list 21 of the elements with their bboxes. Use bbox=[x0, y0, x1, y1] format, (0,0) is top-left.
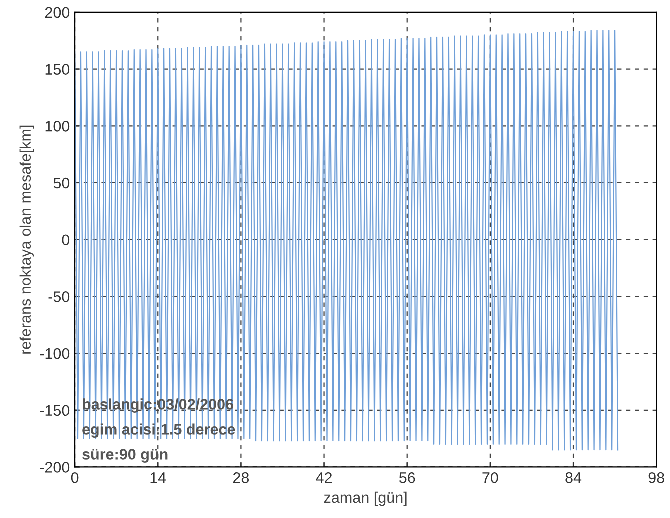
annotation: süre:90 gün bbox=[82, 449, 168, 463]
x-tick-label: 70 bbox=[482, 472, 498, 484]
x-axis-title: zaman [gün] bbox=[324, 492, 407, 506]
line-series bbox=[75, 30, 619, 451]
x-tick-label: 0 bbox=[71, 472, 79, 484]
y-tick-label: -100 bbox=[40, 348, 70, 360]
y-tick-label: 100 bbox=[46, 121, 70, 132]
y-tick-label: -50 bbox=[48, 292, 70, 302]
y-tick-label: 150 bbox=[46, 64, 70, 75]
x-tick-label: 42 bbox=[316, 472, 332, 484]
x-tick-label: 98 bbox=[648, 472, 664, 484]
y-tick-label: 50 bbox=[54, 178, 70, 189]
y-tick-label: -200 bbox=[40, 462, 70, 473]
y-axis-title: referans noktaya olan mesafe[km] bbox=[20, 126, 34, 354]
x-tick-label: 56 bbox=[399, 472, 416, 484]
x-tick-label: 14 bbox=[150, 472, 166, 484]
x-tick-label: 84 bbox=[566, 472, 582, 484]
y-tick-label: 0 bbox=[62, 234, 70, 246]
y-tick-label: -150 bbox=[40, 405, 70, 416]
y-tick-label: 200 bbox=[45, 7, 70, 18]
x-tick-label: 28 bbox=[233, 472, 250, 484]
